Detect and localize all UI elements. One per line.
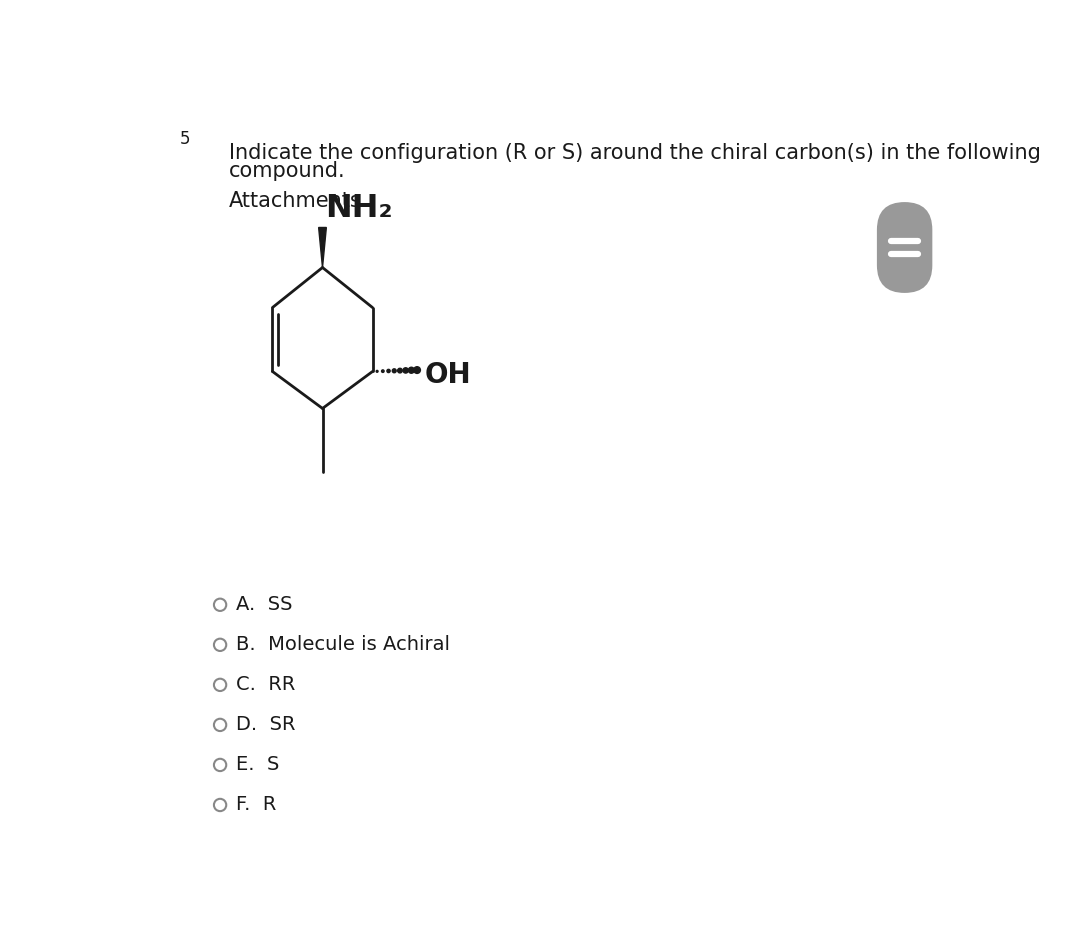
Circle shape <box>403 368 408 373</box>
Text: E.  S: E. S <box>237 756 280 775</box>
Circle shape <box>387 369 390 373</box>
Circle shape <box>381 370 384 373</box>
Text: compound.: compound. <box>229 161 346 182</box>
Text: 5: 5 <box>180 131 190 149</box>
FancyBboxPatch shape <box>877 202 932 293</box>
Text: D.  SR: D. SR <box>237 715 296 734</box>
Circle shape <box>392 369 396 373</box>
Text: B.  Molecule is Achiral: B. Molecule is Achiral <box>237 636 450 655</box>
Text: A.  SS: A. SS <box>237 595 293 614</box>
Text: C.  RR: C. RR <box>237 675 296 694</box>
Text: Attachments: Attachments <box>229 190 362 211</box>
Circle shape <box>414 367 420 374</box>
Circle shape <box>376 371 378 372</box>
Circle shape <box>408 367 415 374</box>
Polygon shape <box>319 227 326 268</box>
Circle shape <box>397 368 402 373</box>
Text: Indicate the configuration (R or S) around the chiral carbon(s) in the following: Indicate the configuration (R or S) arou… <box>229 143 1040 163</box>
Text: OH: OH <box>424 360 471 389</box>
Text: F.  R: F. R <box>237 796 276 815</box>
Text: NH₂: NH₂ <box>325 193 393 224</box>
